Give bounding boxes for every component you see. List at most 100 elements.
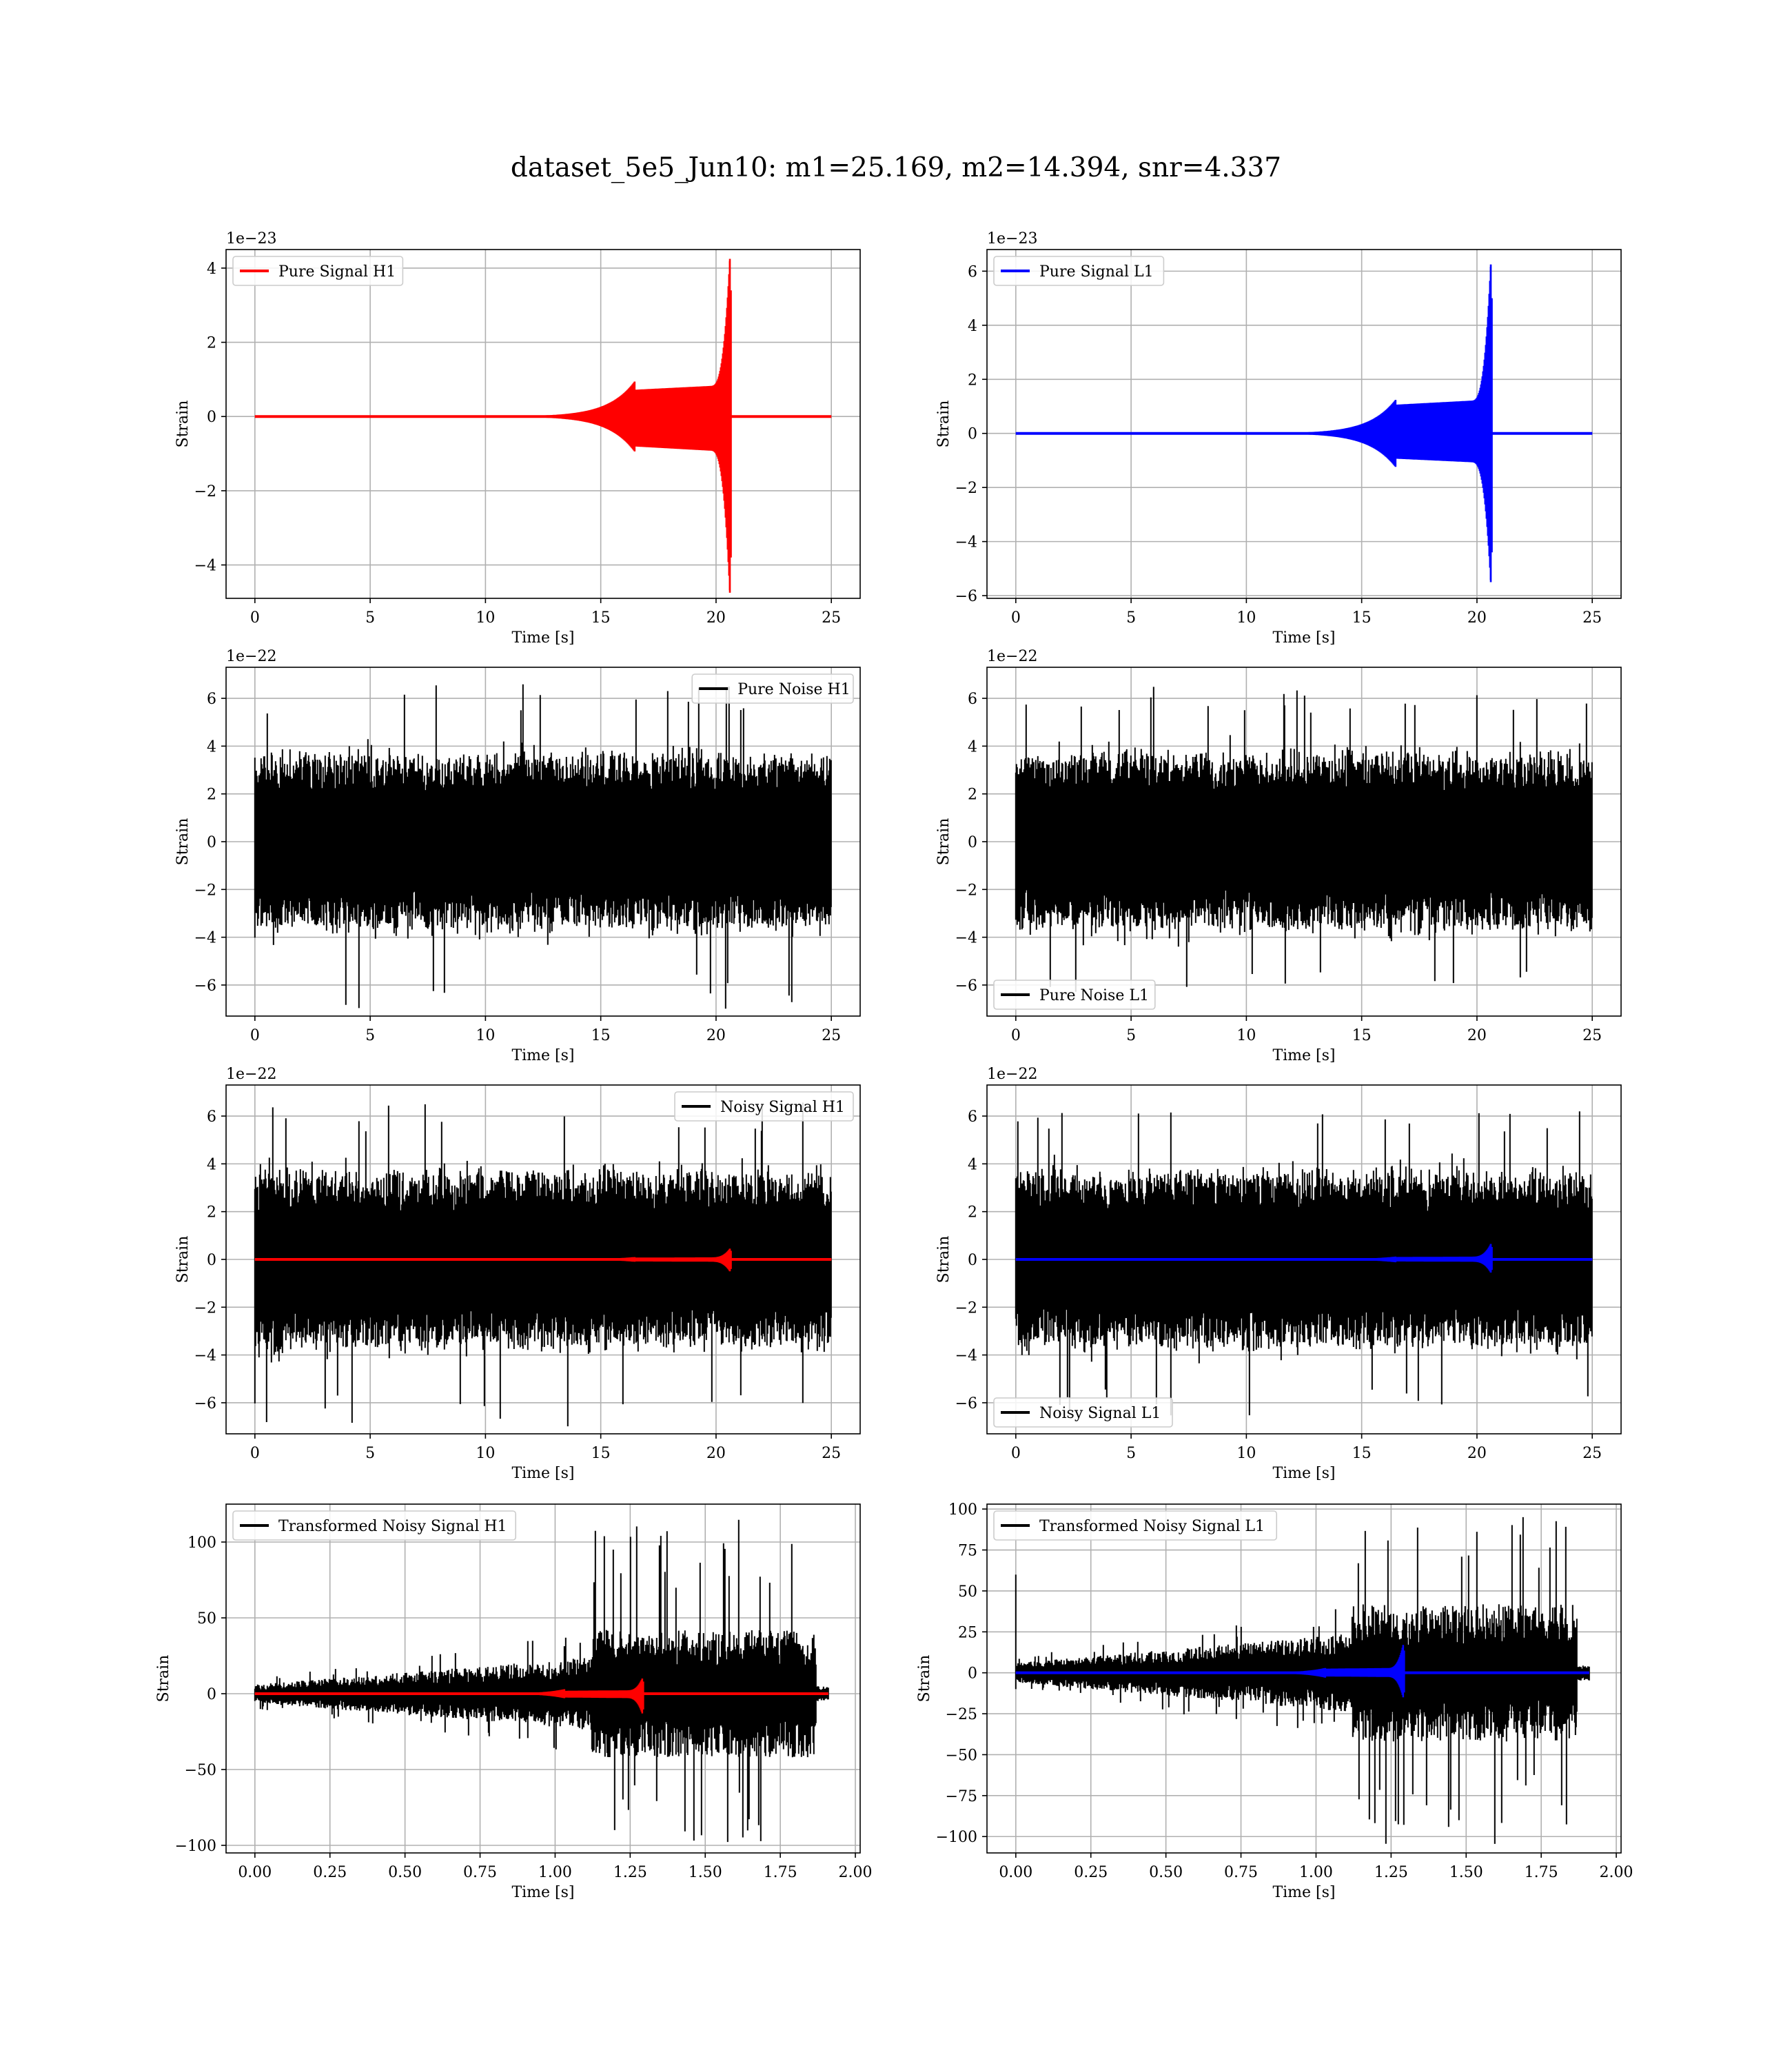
x-tick-label: 25 (822, 609, 841, 627)
figure-title: dataset_5e5_Jun10: m1=25.169, m2=14.394,… (511, 152, 1281, 183)
y-axis-label: Strain (935, 1236, 953, 1284)
offset-label: 1e−22 (987, 1066, 1037, 1083)
y-tick-label: −2 (194, 882, 216, 899)
plot-area (1015, 1517, 1590, 1844)
y-tick-label: −4 (955, 1348, 977, 1365)
offset-label: 1e−22 (987, 648, 1037, 665)
y-tick-label: 0 (968, 1252, 977, 1269)
plot-area (254, 258, 832, 593)
series-line (1015, 687, 1593, 992)
legend-box (674, 1091, 854, 1122)
legend-label: Pure Signal L1 (1039, 263, 1154, 281)
offset-label: 1e−22 (226, 648, 276, 665)
y-tick-label: −25 (946, 1706, 977, 1723)
offset-label: 1e−22 (226, 1066, 276, 1083)
x-tick-label: 1.50 (689, 1864, 722, 1881)
axes-frame (986, 249, 1622, 599)
x-tick-label: 0.50 (1149, 1864, 1183, 1881)
x-tick-label: 5 (365, 1445, 375, 1462)
y-tick-label: 50 (958, 1583, 977, 1601)
x-tick-label: 10 (476, 609, 495, 627)
x-tick-label: 25 (822, 1445, 841, 1462)
x-tick-label: 10 (476, 1445, 495, 1462)
x-tick-label: 0 (250, 1027, 260, 1044)
x-tick-label: 1.25 (613, 1864, 647, 1881)
y-tick-label: −2 (955, 882, 977, 899)
legend-box (993, 256, 1165, 286)
x-axis-label: Time [s] (511, 1047, 574, 1064)
x-axis-label: Time [s] (511, 1884, 574, 1901)
subplot: 0.00 0.25 0.50 0.75 1.00 1.25 1.50 1.75 2.00 −100… (916, 1501, 1633, 1901)
y-tick-label: 2 (207, 335, 216, 352)
subplot: 0 5 10 15 20 25 −6 −4 −2 0 2 4 6 Time [s] Strain 1e−22 P… (935, 648, 1622, 1064)
legend-box (993, 1397, 1173, 1428)
x-tick-label: 15 (591, 1027, 611, 1044)
legend-label: Transformed Noisy Signal H1 (278, 1518, 507, 1535)
y-tick-label: −6 (955, 588, 977, 605)
y-tick-label: −4 (194, 558, 216, 575)
y-axis-label: Strain (174, 1236, 192, 1284)
subplot: 0 5 10 15 20 25 −6 −4 −2 0 2 4 6 Time [s] Strain 1e−22 N… (174, 1066, 861, 1482)
x-tick-label: 0 (1011, 1445, 1021, 1462)
offset-label: 1e−23 (226, 230, 276, 247)
x-tick-label: 0.25 (313, 1864, 347, 1881)
y-tick-label: −6 (194, 1395, 216, 1412)
y-tick-label: −2 (194, 1299, 216, 1317)
x-tick-label: 0 (1011, 609, 1021, 627)
y-tick-label: 4 (207, 1156, 216, 1173)
x-tick-label: 20 (706, 609, 726, 627)
y-tick-label: 6 (207, 691, 216, 708)
y-tick-label: 6 (968, 1108, 977, 1126)
y-tick-label: 25 (958, 1624, 977, 1641)
legend: Pure Signal L1 (993, 256, 1165, 286)
subplot: 0 5 10 15 20 25 −6 −4 −2 0 2 4 6 Time [s] Strain 1e−22 N… (935, 1066, 1622, 1482)
axes-frame (986, 1503, 1622, 1854)
y-tick-label: 50 (197, 1610, 216, 1628)
series-line (1015, 1111, 1593, 1416)
x-tick-label: 0 (250, 1445, 260, 1462)
legend-label: Transformed Noisy Signal L1 (1039, 1518, 1265, 1535)
x-tick-label: 1.00 (1299, 1864, 1333, 1881)
x-tick-label: 20 (706, 1027, 726, 1044)
x-tick-label: 5 (365, 609, 375, 627)
x-tick-label: 5 (1126, 1445, 1136, 1462)
legend-box (232, 256, 404, 286)
x-tick-label: 25 (1582, 609, 1602, 627)
y-tick-label: −100 (175, 1838, 216, 1855)
y-axis-label: Strain (174, 401, 192, 448)
y-tick-label: 2 (968, 372, 977, 389)
x-tick-label: 5 (1126, 609, 1136, 627)
plot-area (254, 1519, 829, 1843)
legend: Noisy Signal H1 (674, 1091, 854, 1122)
x-tick-label: 0.25 (1074, 1864, 1108, 1881)
y-tick-label: 2 (207, 1204, 216, 1221)
x-tick-label: 0.50 (388, 1864, 422, 1881)
y-tick-label: 4 (207, 738, 216, 756)
x-axis-label: Time [s] (1272, 1884, 1335, 1901)
y-tick-label: −4 (194, 930, 216, 947)
x-tick-label: 1.25 (1374, 1864, 1408, 1881)
y-tick-label: 4 (968, 318, 977, 335)
y-axis-label: Strain (916, 1655, 933, 1703)
x-tick-label: 10 (1236, 1445, 1256, 1462)
x-tick-label: 2.00 (1600, 1864, 1633, 1881)
y-tick-label: 0 (968, 834, 977, 851)
plot-area (254, 1102, 832, 1427)
x-axis-label: Time [s] (511, 629, 574, 647)
y-tick-label: −50 (946, 1747, 977, 1764)
x-tick-label: 1.00 (538, 1864, 572, 1881)
x-tick-label: 15 (591, 1445, 611, 1462)
y-tick-label: −6 (955, 1395, 977, 1412)
y-tick-label: 100 (187, 1534, 216, 1552)
legend-label: Noisy Signal H1 (720, 1099, 845, 1116)
x-tick-label: 1.50 (1449, 1864, 1483, 1881)
x-tick-label: 15 (1352, 1027, 1372, 1044)
y-tick-label: −2 (955, 480, 977, 497)
x-tick-label: 15 (591, 609, 611, 627)
y-tick-label: 6 (207, 1108, 216, 1126)
y-tick-label: −4 (194, 1348, 216, 1365)
y-tick-label: 0 (207, 409, 216, 426)
y-tick-label: 0 (207, 1252, 216, 1269)
y-tick-label: −50 (185, 1762, 216, 1779)
